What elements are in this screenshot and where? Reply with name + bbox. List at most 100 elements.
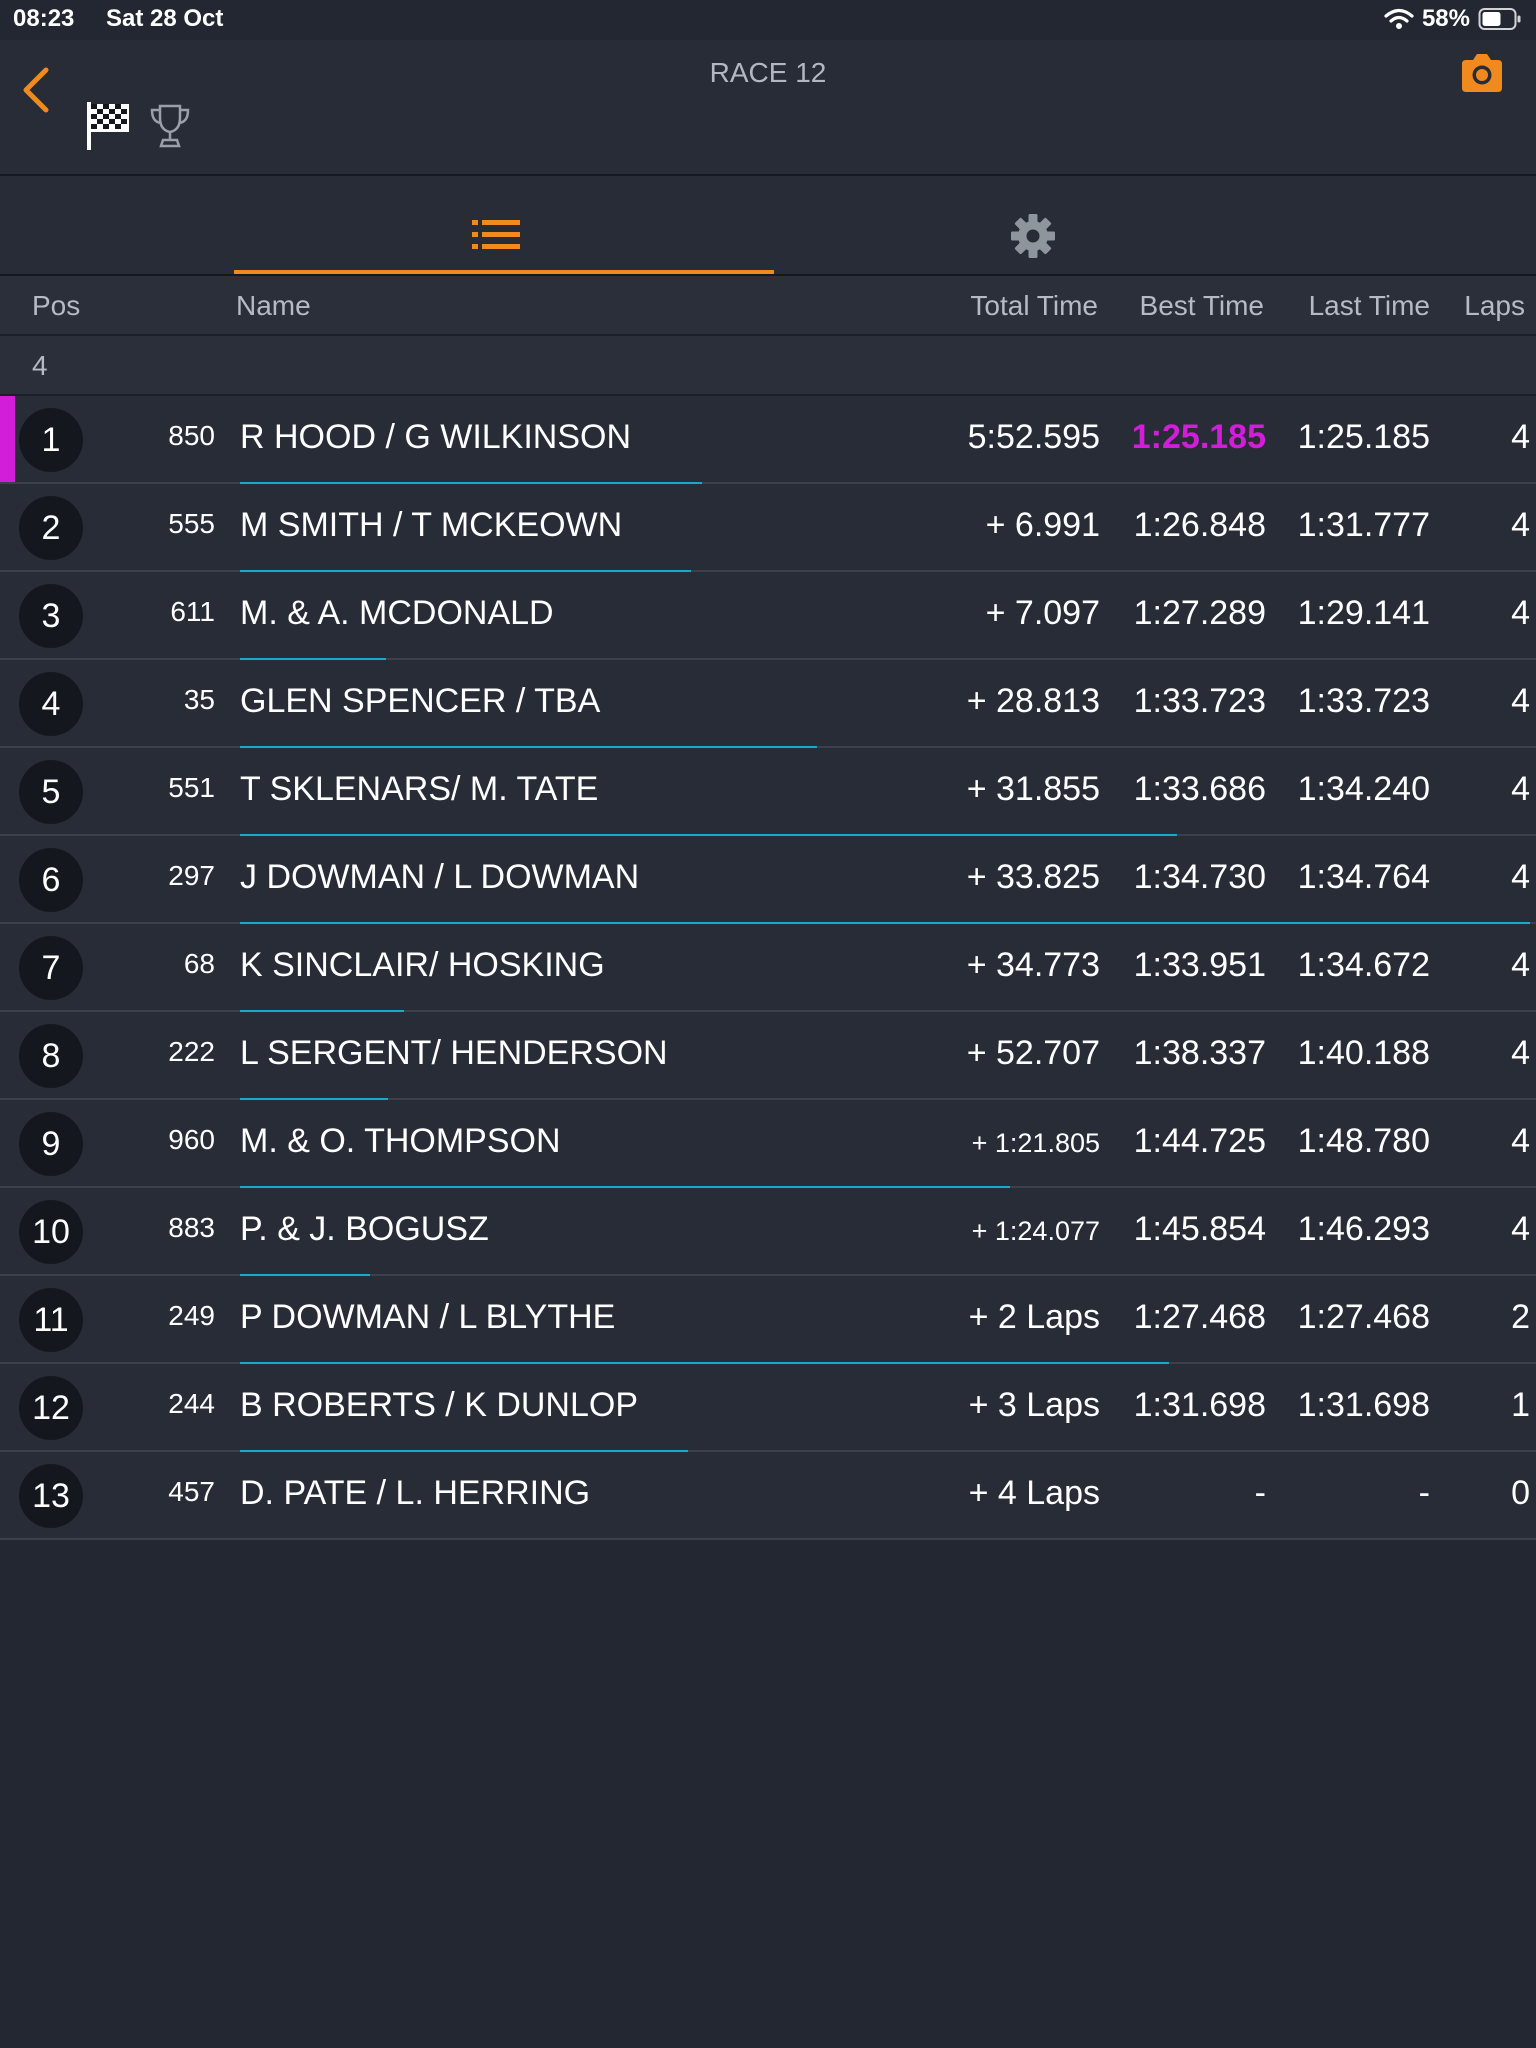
driver-name: M SMITH / T MCKEOWN xyxy=(240,506,623,544)
position-badge: 7 xyxy=(19,936,83,1000)
table-row[interactable]: 2 555 M SMITH / T MCKEOWN + 6.991 1:26.8… xyxy=(0,484,1536,572)
position-badge: 13 xyxy=(19,1464,83,1528)
car-number: 297 xyxy=(168,860,215,891)
best-time: 1:44.725 xyxy=(1133,1122,1266,1160)
table-row[interactable]: 5 551 T SKLENARS/ M. TATE + 31.855 1:33.… xyxy=(0,748,1536,836)
position-badge: 11 xyxy=(19,1288,83,1352)
table-row[interactable]: 7 68 K SINCLAIR/ HOSKING + 34.773 1:33.9… xyxy=(0,924,1536,1012)
last-time: 1:34.672 xyxy=(1297,946,1430,984)
total-time: + 34.773 xyxy=(966,946,1100,984)
total-time: + 3 Laps xyxy=(968,1386,1100,1424)
position-badge: 6 xyxy=(19,848,83,912)
table-row[interactable]: 4 35 GLEN SPENCER / TBA + 28.813 1:33.72… xyxy=(0,660,1536,748)
best-time: - xyxy=(1254,1474,1266,1512)
camera-button[interactable] xyxy=(1458,52,1506,96)
car-number: 222 xyxy=(168,1036,215,1067)
tab-results-list[interactable] xyxy=(234,176,774,274)
table-row[interactable]: 11 249 P DOWMAN / L BLYTHE + 2 Laps 1:27… xyxy=(0,1276,1536,1364)
laps-count: 2 xyxy=(1511,1298,1530,1336)
driver-name: P. & J. BOGUSZ xyxy=(240,1210,489,1248)
table-row[interactable]: 10 883 P. & J. BOGUSZ + 1:24.077 1:45.85… xyxy=(0,1188,1536,1276)
laps-count: 1 xyxy=(1511,1386,1530,1424)
car-number: 555 xyxy=(168,508,215,539)
battery-percent: 58% xyxy=(1421,5,1470,32)
position-badge: 3 xyxy=(19,584,83,648)
column-header-laps[interactable]: Laps xyxy=(1464,290,1525,321)
laps-count: 4 xyxy=(1511,946,1530,984)
best-time: 1:27.468 xyxy=(1133,1298,1266,1336)
driver-name: GLEN SPENCER / TBA xyxy=(240,682,601,720)
table-row[interactable]: 3 611 M. & A. MCDONALD + 7.097 1:27.289 … xyxy=(0,572,1536,660)
column-headers: Pos Name Total Time Best Time Last Time … xyxy=(0,276,1536,336)
laps-count: 4 xyxy=(1511,1034,1530,1072)
back-button[interactable] xyxy=(18,60,54,120)
table-row[interactable]: 13 457 D. PATE / L. HERRING + 4 Laps - -… xyxy=(0,1452,1536,1540)
total-time: + 1:21.805 xyxy=(971,1128,1100,1158)
table-row[interactable]: 12 244 B ROBERTS / K DUNLOP + 3 Laps 1:3… xyxy=(0,1364,1536,1452)
car-number: 35 xyxy=(183,684,215,715)
driver-name: R HOOD / G WILKINSON xyxy=(240,418,632,456)
position-badge: 12 xyxy=(19,1376,83,1440)
status-bar: 08:23 Sat 28 Oct 58% xyxy=(0,0,1536,40)
laps-count: 4 xyxy=(1511,594,1530,632)
battery-icon xyxy=(1478,7,1522,31)
chevron-left-icon xyxy=(23,67,49,113)
status-indicators: 58% xyxy=(1384,5,1522,33)
laps-count: 4 xyxy=(1511,770,1530,808)
total-time: + 33.825 xyxy=(966,858,1100,896)
table-row[interactable]: 6 297 J DOWMAN / L DOWMAN + 33.825 1:34.… xyxy=(0,836,1536,924)
car-number: 850 xyxy=(168,420,215,451)
column-header-last-time[interactable]: Last Time xyxy=(1308,290,1430,321)
progress-bar xyxy=(240,1450,688,1452)
last-time: - xyxy=(1418,1474,1430,1512)
best-time: 1:34.730 xyxy=(1133,858,1266,896)
car-number: 960 xyxy=(168,1124,215,1155)
page-title: RACE 12 xyxy=(709,57,827,88)
progress-bar xyxy=(240,1098,388,1100)
progress-bar xyxy=(240,658,386,660)
progress-bar xyxy=(240,1010,404,1012)
laps-count: 4 xyxy=(1511,418,1530,456)
trophy-icon[interactable] xyxy=(148,102,192,150)
camera-icon xyxy=(1462,54,1502,92)
laps-count: 0 xyxy=(1511,1474,1530,1512)
driver-name: J DOWMAN / L DOWMAN xyxy=(240,858,640,896)
best-time: 1:33.951 xyxy=(1133,946,1266,984)
column-header-pos[interactable]: Pos xyxy=(32,290,81,321)
driver-name: M. & A. MCDONALD xyxy=(240,594,554,632)
last-time: 1:25.185 xyxy=(1297,418,1430,456)
status-time: 08:23 xyxy=(13,5,75,32)
driver-name: P DOWMAN / L BLYTHE xyxy=(240,1298,616,1336)
best-time: 1:38.337 xyxy=(1133,1034,1266,1072)
total-time: + 28.813 xyxy=(966,682,1100,720)
car-number: 457 xyxy=(168,1476,215,1507)
table-row[interactable]: 8 222 L SERGENT/ HENDERSON + 52.707 1:38… xyxy=(0,1012,1536,1100)
results-list: 1 850 R HOOD / G WILKINSON 5:52.595 1:25… xyxy=(0,396,1536,1540)
progress-bar xyxy=(240,1274,370,1276)
total-time: + 1:24.077 xyxy=(971,1216,1100,1246)
driver-name: B ROBERTS / K DUNLOP xyxy=(240,1386,639,1424)
position-badge: 5 xyxy=(19,760,83,824)
table-row[interactable]: 1 850 R HOOD / G WILKINSON 5:52.595 1:25… xyxy=(0,396,1536,484)
driver-name: D. PATE / L. HERRING xyxy=(240,1474,591,1512)
progress-bar xyxy=(240,1186,1010,1188)
group-header: 4 xyxy=(0,336,1536,396)
laps-count: 4 xyxy=(1511,506,1530,544)
status-date: Sat 28 Oct xyxy=(106,5,224,32)
table-row[interactable]: 9 960 M. & O. THOMPSON + 1:21.805 1:44.7… xyxy=(0,1100,1536,1188)
column-header-total-time[interactable]: Total Time xyxy=(970,290,1098,321)
progress-bar xyxy=(240,1362,1169,1364)
total-time: + 6.991 xyxy=(985,506,1100,544)
car-number: 68 xyxy=(183,948,215,979)
tab-settings[interactable] xyxy=(774,176,1294,274)
group-label: 4 xyxy=(32,350,48,381)
car-number: 611 xyxy=(170,596,215,627)
laps-count: 4 xyxy=(1511,682,1530,720)
total-time: + 4 Laps xyxy=(968,1474,1100,1512)
position-badge: 1 xyxy=(19,408,83,472)
total-time: + 2 Laps xyxy=(968,1298,1100,1336)
column-header-best-time[interactable]: Best Time xyxy=(1139,290,1264,321)
column-header-name[interactable]: Name xyxy=(236,290,311,321)
tab-bar xyxy=(0,176,1536,276)
checkered-flag-icon[interactable] xyxy=(86,100,132,152)
